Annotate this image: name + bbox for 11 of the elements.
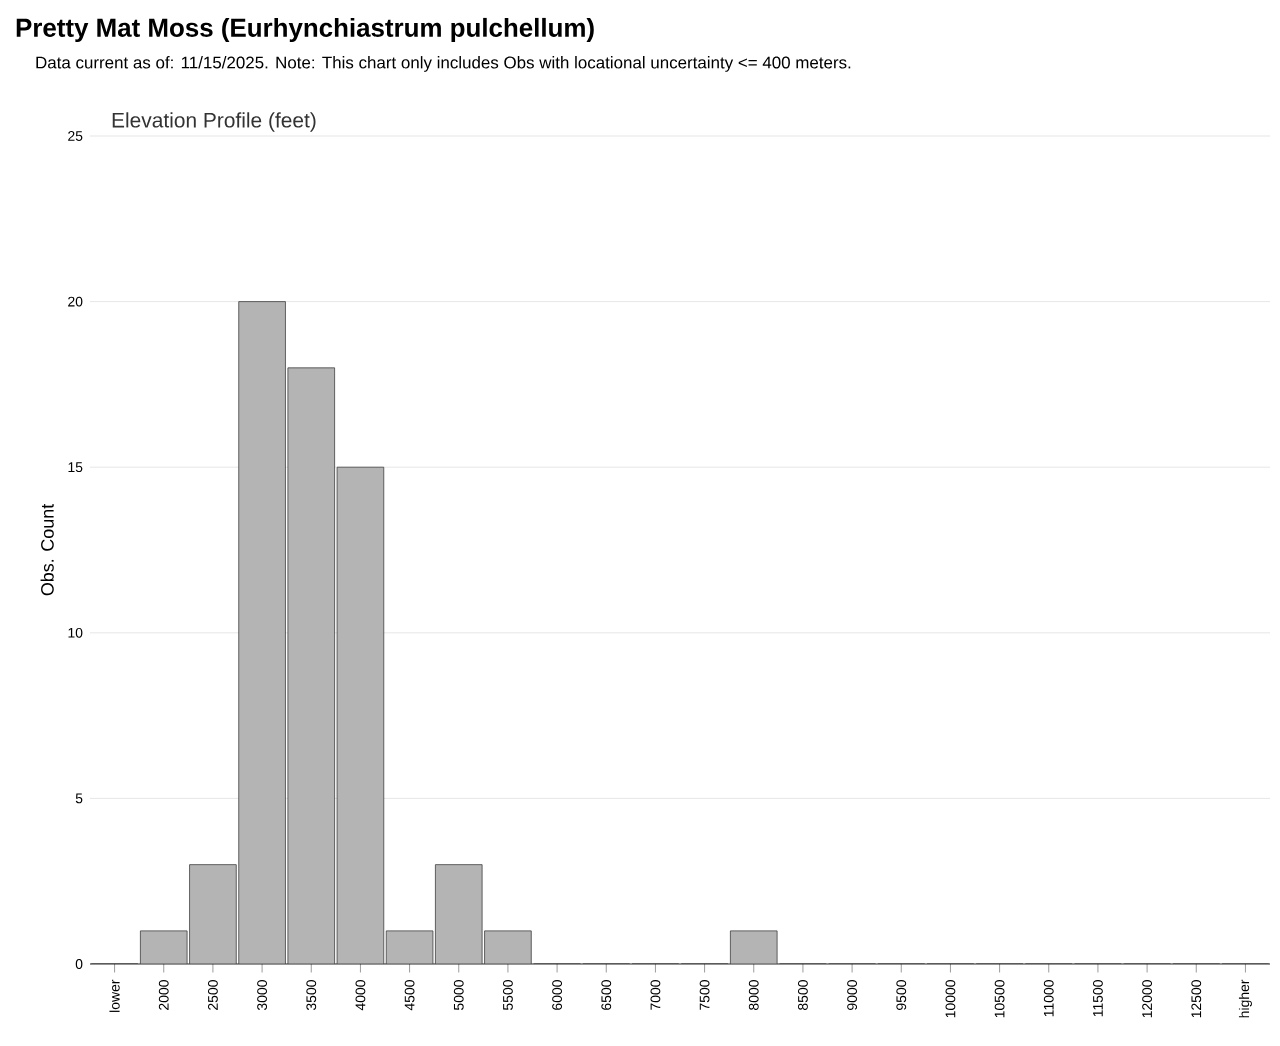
bar xyxy=(140,930,188,964)
bar xyxy=(385,930,434,964)
chart-subtitle: Data current as of: 11/15/2025. Note: This chart only includes Obs with locational uncertainty <= 400 meters. xyxy=(36,56,851,72)
bar xyxy=(730,930,778,964)
bar xyxy=(435,864,483,964)
chart-title: Pretty Mat Moss (Eurhynchiastrum pulchellum) xyxy=(16,17,594,43)
text: Elevation Profile (feet) xyxy=(112,112,316,132)
bar xyxy=(287,367,336,964)
bar xyxy=(484,930,532,964)
y-axis-title: Obs. Count xyxy=(40,503,54,596)
bar xyxy=(336,466,385,964)
